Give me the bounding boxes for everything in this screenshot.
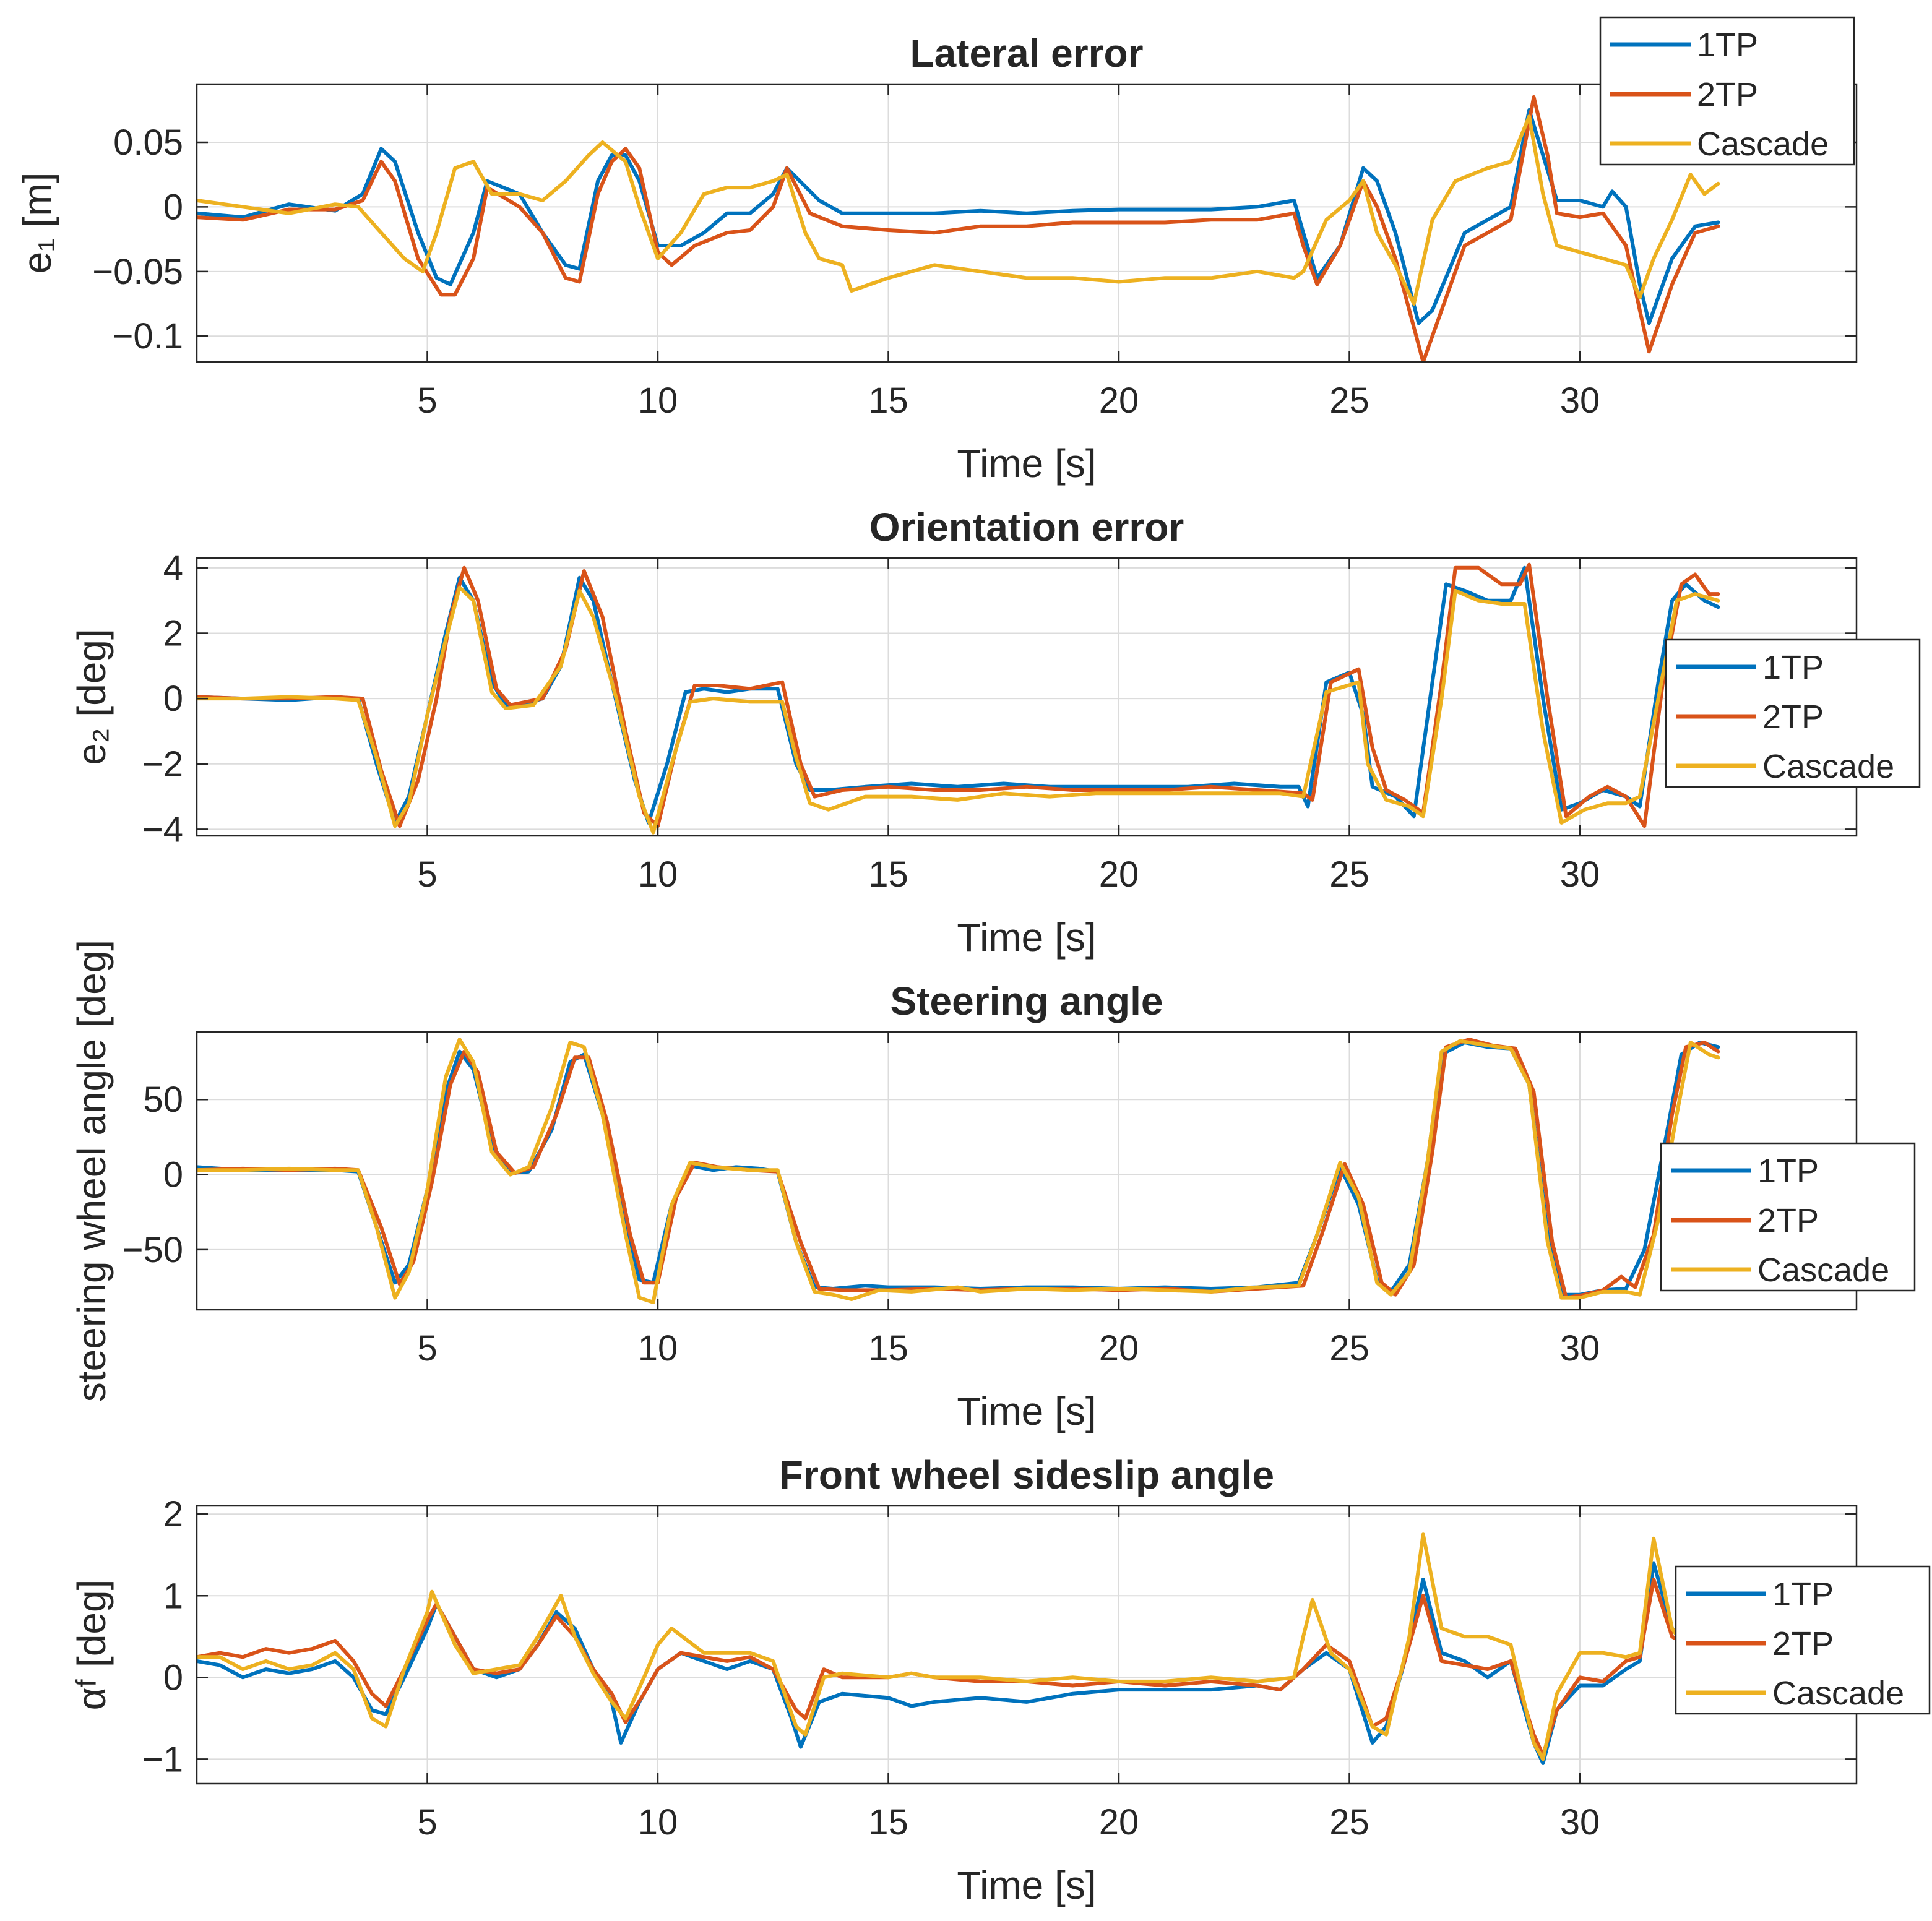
series-line-cascade [197, 585, 1720, 835]
x-tick-label: 25 [1329, 1802, 1369, 1842]
series-line-1tp [197, 108, 1720, 325]
chart-panel-3: 5 10 15 20 25 30 50 0 −50 Steering angle Time [s] s… [69, 940, 1916, 1433]
y-axis-label: e₂ [deg] [69, 629, 114, 765]
x-tick-label: 20 [1099, 1328, 1139, 1369]
legend: 1TP 2TP Cascade [1665, 638, 1921, 788]
x-tick-label: 15 [868, 1802, 908, 1842]
legend-label: 2TP [1697, 76, 1758, 113]
chart-title: Orientation error [869, 505, 1184, 549]
x-tick-label: 25 [1329, 854, 1369, 895]
y-tick-label: −1 [142, 1739, 183, 1779]
x-tick-label: 20 [1099, 1802, 1139, 1842]
x-tick-label: 5 [417, 380, 437, 421]
x-axis-label: Time [s] [957, 441, 1096, 486]
plot-frame [196, 83, 1858, 363]
y-tick-label: −4 [142, 809, 183, 849]
legend-label: 2TP [1772, 1625, 1834, 1662]
legend-label: 2TP [1762, 698, 1824, 736]
y-axis-label: steering wheel angle [deg] [69, 940, 114, 1402]
y-tick-label: −0.1 [113, 316, 184, 356]
chart-panel-1: 5 10 15 20 25 30 0.05 0 −0.05 −0.1 Lateral error Ti… [15, 16, 1858, 486]
y-tick-label: 0.05 [113, 122, 183, 163]
x-tick-label: 5 [417, 1328, 437, 1369]
series-line-2tp [197, 95, 1720, 362]
legend-label: 2TP [1757, 1202, 1819, 1239]
y-tick-label: 1 [163, 1576, 183, 1616]
x-tick-label: 30 [1560, 1802, 1600, 1842]
legend-label: Cascade [1697, 126, 1829, 163]
series-line-2tp [197, 1577, 1688, 1757]
series-line-2tp [197, 562, 1720, 828]
x-axis-label: Time [s] [957, 1863, 1096, 1907]
legend-box [1675, 1565, 1931, 1715]
x-tick-label: 15 [868, 1328, 908, 1369]
legend-label: 1TP [1757, 1153, 1819, 1190]
legend-box [1599, 16, 1855, 166]
x-axis-label: Time [s] [957, 1389, 1096, 1433]
series-line-cascade [197, 1532, 1688, 1761]
x-tick-label: 30 [1560, 1328, 1600, 1369]
y-tick-label: 50 [143, 1080, 183, 1120]
y-tick-label: 0 [163, 679, 183, 719]
x-tick-label: 10 [638, 1802, 678, 1842]
x-tick-label: 30 [1560, 854, 1600, 895]
y-tick-label: −0.05 [92, 252, 183, 292]
legend-box [1665, 638, 1921, 788]
x-tick-label: 10 [638, 1328, 678, 1369]
x-tick-label: 25 [1329, 1328, 1369, 1369]
legend: 1TP 2TP Cascade [1660, 1142, 1916, 1292]
series-line-cascade [197, 114, 1720, 306]
series-line-1tp [197, 1561, 1688, 1765]
legend-label: Cascade [1762, 748, 1894, 785]
legend: 1TP 2TP Cascade [1599, 16, 1855, 166]
y-tick-label: 0 [163, 1155, 183, 1195]
legend-label: Cascade [1757, 1252, 1889, 1289]
y-tick-label: 0 [163, 1657, 183, 1698]
series-line-cascade [197, 1038, 1720, 1304]
x-tick-label: 20 [1099, 854, 1139, 895]
legend-box [1660, 1142, 1916, 1292]
x-tick-label: 5 [417, 854, 437, 895]
chart-title: Front wheel sideslip angle [779, 1453, 1274, 1497]
x-tick-label: 20 [1099, 380, 1139, 421]
y-tick-label: −2 [142, 744, 183, 784]
plot-area [197, 1506, 1857, 1784]
y-tick-label: 4 [163, 548, 183, 588]
x-tick-label: 10 [638, 854, 678, 895]
chart-title: Steering angle [891, 979, 1163, 1023]
y-tick-label: 0 [163, 187, 183, 227]
x-tick-label: 15 [868, 380, 908, 421]
y-axis-label: αᶠ [deg] [69, 1579, 114, 1711]
legend-label: 1TP [1697, 27, 1758, 64]
y-axis-label: e₁ [m] [15, 173, 59, 274]
y-tick-label: 2 [163, 613, 183, 653]
y-tick-label: −50 [123, 1230, 183, 1270]
x-axis-label: Time [s] [957, 915, 1096, 960]
x-tick-label: 25 [1329, 380, 1369, 421]
legend: 1TP 2TP Cascade [1675, 1565, 1931, 1715]
legend-label: Cascade [1772, 1675, 1904, 1712]
legend-label: 1TP [1772, 1576, 1834, 1613]
x-tick-label: 5 [417, 1802, 437, 1842]
x-tick-label: 15 [868, 854, 908, 895]
x-tick-label: 10 [638, 380, 678, 421]
legend-label: 1TP [1762, 649, 1824, 686]
x-tick-label: 30 [1560, 380, 1600, 421]
chart-title: Lateral error [910, 31, 1143, 75]
y-tick-label: 2 [163, 1494, 183, 1534]
